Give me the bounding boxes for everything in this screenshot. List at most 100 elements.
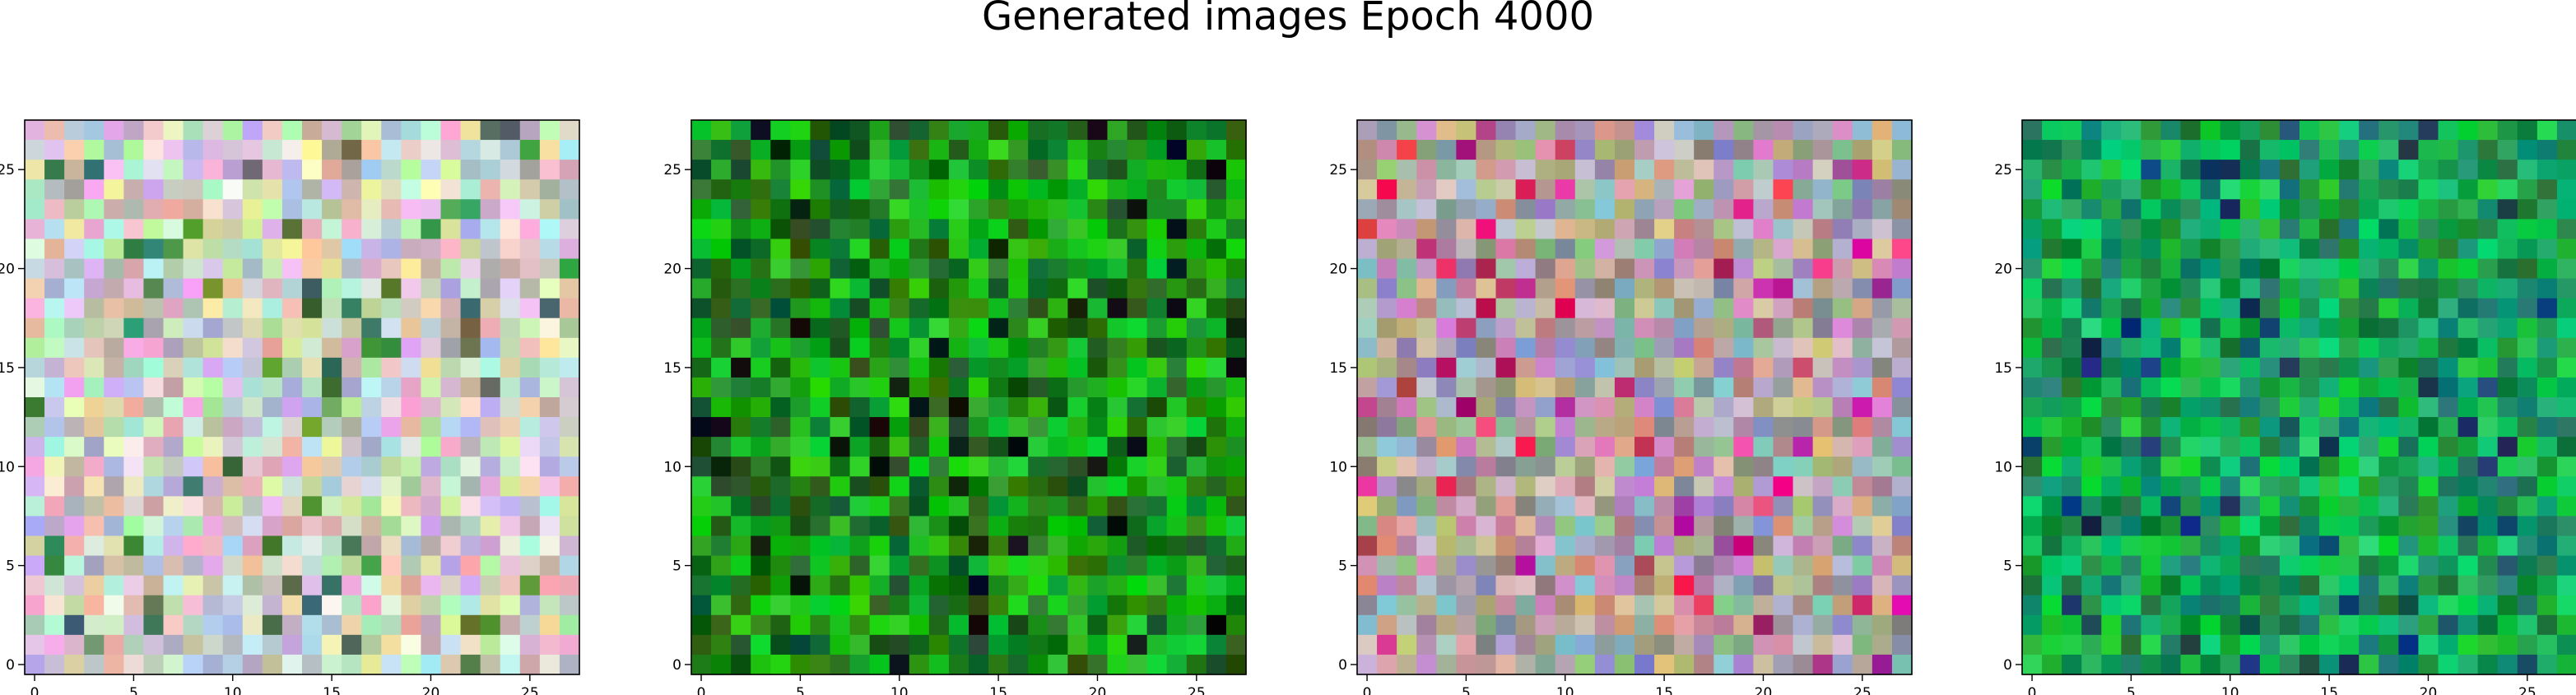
pixel-cell — [2536, 278, 2558, 299]
pixel-cell — [202, 476, 224, 497]
pixel-cell — [1574, 516, 1596, 537]
pixel-cell — [1166, 258, 1188, 280]
pixel-cell — [25, 298, 45, 319]
pixel-cell — [2517, 317, 2538, 339]
pixel-cell — [1891, 120, 1913, 141]
pixel-cell — [1535, 417, 1556, 438]
pixel-cell — [322, 179, 342, 200]
pixel-cell — [1634, 555, 1655, 577]
pixel-cell — [1476, 298, 1497, 319]
pixel-cell — [1416, 417, 1437, 438]
pixel-cell — [401, 654, 422, 675]
pixel-cell — [222, 219, 244, 240]
pixel-cell — [1634, 377, 1655, 398]
pixel-cell — [2517, 219, 2538, 240]
pixel-cell — [2259, 140, 2281, 160]
pixel-cell — [262, 179, 283, 200]
pixel-cell — [262, 397, 283, 418]
pixel-cell — [1357, 357, 1378, 378]
pixel-cell — [1087, 634, 1109, 656]
pixel-cell — [2220, 634, 2241, 656]
pixel-cell — [2418, 575, 2439, 596]
pixel-cell — [222, 160, 244, 180]
pixel-cell — [1225, 397, 1247, 418]
pixel-cell — [1166, 496, 1188, 517]
pixel-cell — [302, 437, 323, 457]
pixel-cell — [1225, 357, 1247, 378]
pixel-cell — [928, 258, 950, 280]
image-pixels — [2022, 120, 2576, 675]
pixel-cell — [460, 179, 481, 200]
pixel-cell — [1535, 219, 1556, 240]
pixel-cell — [988, 160, 1009, 180]
pixel-cell — [1436, 120, 1457, 141]
pixel-cell — [1146, 278, 1168, 299]
pixel-cell — [1166, 555, 1188, 577]
pixel-cell — [480, 239, 501, 260]
pixel-cell — [1166, 634, 1188, 656]
pixel-cell — [1832, 496, 1853, 517]
pixel-cell — [25, 634, 45, 656]
pixel-cell — [2398, 535, 2420, 557]
y-tick-label: 20 — [1994, 262, 2012, 278]
pixel-cell — [381, 654, 402, 675]
pixel-cell — [1225, 258, 1247, 280]
pixel-cell — [2556, 555, 2576, 577]
pixel-cell — [1555, 377, 1576, 398]
pixel-cell — [2160, 357, 2182, 378]
pixel-cell — [2497, 317, 2518, 339]
pixel-cell — [2299, 120, 2320, 141]
pixel-cell — [1634, 456, 1655, 477]
pixel-cell — [2259, 357, 2281, 378]
pixel-cell — [2141, 555, 2162, 577]
pixel-cell — [1166, 278, 1188, 299]
pixel-cell — [2239, 397, 2261, 418]
pixel-cell — [1753, 140, 1774, 160]
pixel-cell — [1793, 516, 1814, 537]
pixel-cell — [988, 516, 1009, 537]
pixel-cell — [1416, 219, 1437, 240]
pixel-cell — [322, 258, 342, 280]
pixel-cell — [183, 397, 204, 418]
pixel-cell — [1476, 476, 1497, 497]
pixel-cell — [1377, 298, 1397, 319]
pixel-cell — [1357, 317, 1378, 339]
pixel-cell — [849, 417, 871, 438]
pixel-cell — [2279, 219, 2300, 240]
pixel-cell — [242, 496, 263, 517]
pixel-cell — [1397, 456, 1417, 477]
pixel-cell — [202, 357, 224, 378]
pixel-cell — [1186, 179, 1207, 200]
pixel-cell — [1146, 317, 1168, 339]
pixel-cell — [770, 317, 791, 339]
pixel-cell — [143, 456, 165, 477]
pixel-cell — [1515, 634, 1537, 656]
pixel-cell — [1574, 357, 1596, 378]
pixel-cell — [988, 337, 1009, 359]
pixel-cell — [1206, 397, 1227, 418]
pixel-cell — [691, 140, 712, 160]
pixel-cell — [361, 437, 382, 457]
pixel-cell — [44, 476, 65, 497]
pixel-cell — [1048, 199, 1068, 220]
pixel-cell — [1048, 140, 1068, 160]
pixel-cell — [1634, 476, 1655, 497]
pixel-cell — [1495, 239, 1517, 260]
pixel-cell — [2062, 120, 2082, 141]
pixel-cell — [1028, 239, 1049, 260]
pixel-cell — [84, 199, 105, 220]
pixel-cell — [849, 476, 871, 497]
pixel-cell — [2299, 456, 2320, 477]
pixel-cell — [1067, 298, 1089, 319]
pixel-cell — [1555, 634, 1576, 656]
pixel-cell — [1574, 199, 1596, 220]
pixel-cell — [889, 417, 910, 438]
pixel-cell — [2477, 298, 2499, 319]
pixel-cell — [2418, 278, 2439, 299]
pixel-cell — [222, 516, 244, 537]
pixel-cell — [1852, 575, 1873, 596]
pixel-cell — [262, 535, 283, 557]
pixel-cell — [1891, 199, 1913, 220]
pixel-cell — [1397, 120, 1417, 141]
